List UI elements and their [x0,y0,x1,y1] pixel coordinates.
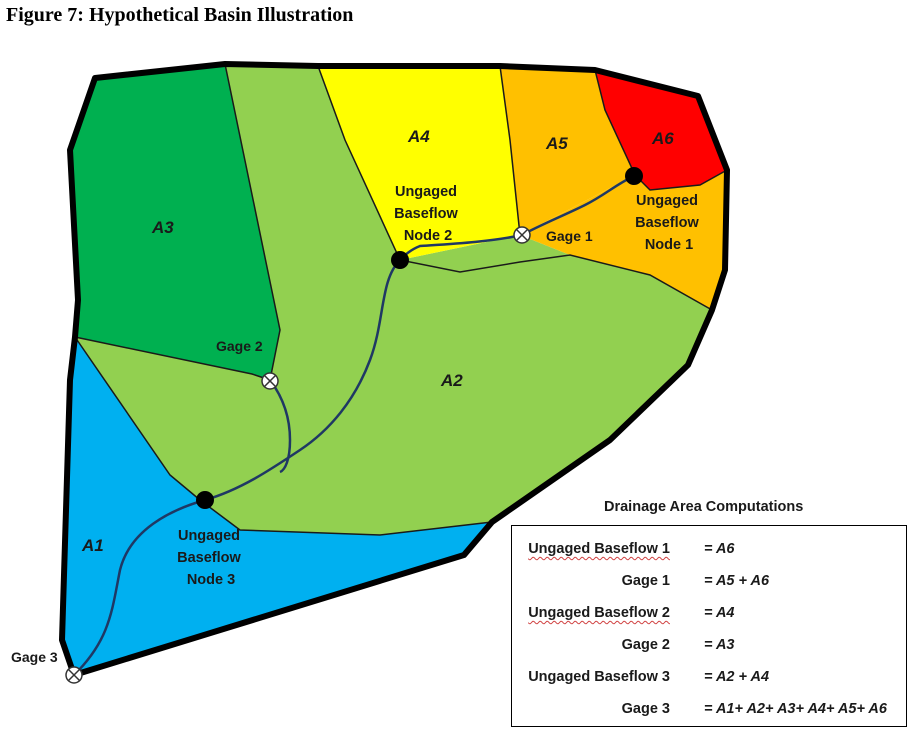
area-a2-region [75,64,712,535]
computation-row: Ungaged Baseflow 3 = A2 + A4 [512,669,906,689]
area-label-a5: A5 [545,134,568,153]
boundary-a1-a2 [74,336,493,536]
stream-node2-to-node3 [204,259,401,502]
computations-title: Drainage Area Computations [604,499,804,515]
boundary-a5-a6 [594,69,728,191]
computation-row: Gage 2 = A3 [512,637,906,657]
node2-label: Ungaged Baseflow Node 2 [394,184,462,244]
node3-label: Ungaged Baseflow Node 3 [177,528,245,588]
computation-name: Gage 1 [621,573,670,589]
computation-row: Gage 1 = A5 + A6 [512,573,906,593]
computation-equation: = A2 + A4 [704,669,770,685]
computations-table: Ungaged Baseflow 1 = A6 Gage 1 = A5 + A6… [511,525,907,727]
area-label-a2: A2 [440,371,463,390]
stream-node3-to-gage3 [73,498,206,676]
figure-title: Figure 7: Hypothetical Basin Illustratio… [6,4,354,26]
area-a4-region [318,66,520,260]
boundary-a4-a5 [499,65,521,236]
computation-equation: = A3 [704,637,735,653]
gage2-label: Gage 2 [216,338,263,354]
gage3-label: Gage 3 [11,649,58,665]
stream-a6-to-gage1 [521,174,635,237]
computation-equation: = A5 + A6 [704,573,770,589]
node3-marker [196,491,214,509]
stream-gage2-to-node3 [268,379,292,474]
boundary-a3-a2 [224,63,281,381]
computation-name: Ungaged Baseflow 2 [528,605,670,621]
computation-equation: = A4 [704,605,735,621]
computation-name: Ungaged Baseflow 3 [528,669,670,685]
computation-row: Ungaged Baseflow 1 = A6 [512,541,906,561]
area-a6-region [595,70,727,190]
area-label-a1: A1 [81,536,104,555]
node2-marker [391,251,409,269]
basin-boundary [59,61,730,678]
gage1-label: Gage 1 [546,228,593,244]
computation-equation: = A6 [704,541,735,557]
gage3-marker [65,666,83,684]
boundary-a4-a2 [317,65,713,311]
area-a3-region [70,64,280,380]
area-a5-region [500,66,635,235]
area-a5b-region [520,170,727,310]
computation-row: Ungaged Baseflow 2 = A4 [512,605,906,625]
node1-marker [625,167,643,185]
gage2-marker [261,372,279,390]
computation-name: Ungaged Baseflow 1 [528,541,670,557]
computation-equation: = A1+ A2+ A3+ A4+ A5+ A6 [704,701,887,717]
computation-name: Gage 3 [621,701,670,717]
area-label-a3: A3 [151,218,174,237]
node1-label: Ungaged Baseflow Node 1 [635,193,703,253]
computation-name: Gage 2 [621,637,670,653]
area-label-a4: A4 [407,127,430,146]
computation-row: Gage 3 = A1+ A2+ A3+ A4+ A5+ A6 [512,701,906,721]
area-a1-region [62,337,492,675]
gage1-marker [513,226,531,244]
area-label-a6: A6 [651,129,674,148]
